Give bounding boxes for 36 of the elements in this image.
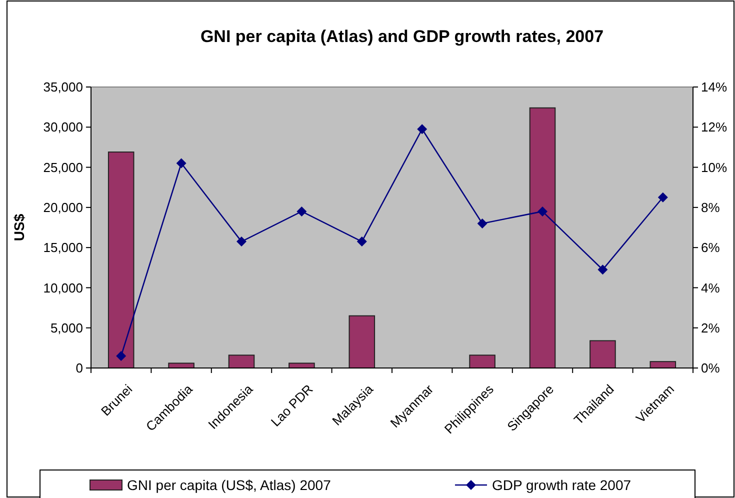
y2-tick-label: 2%	[701, 320, 720, 336]
y-tick-label: 0	[76, 360, 83, 376]
y-axis-title: US$	[11, 214, 27, 242]
y-tick-label: 20,000	[43, 200, 83, 215]
point	[658, 192, 668, 202]
point	[236, 236, 246, 247]
y-tick-label: 15,000	[43, 240, 83, 256]
bar	[228, 354, 255, 368]
bar	[108, 152, 134, 368]
y2-tick-label: 8%	[701, 200, 720, 215]
point	[296, 206, 307, 216]
y2-tick-label: 12%	[701, 120, 728, 135]
bar	[348, 315, 376, 368]
chart-title: GNI per capita (Atlas) and GDP growth rates, 2007	[200, 27, 604, 46]
point	[176, 158, 186, 168]
point	[417, 124, 428, 134]
y2-tick-label: 6%	[701, 240, 720, 256]
point	[116, 350, 126, 361]
bar	[590, 340, 616, 368]
y-tick-label: 10,000	[43, 280, 83, 296]
point	[598, 264, 608, 275]
point	[356, 236, 367, 247]
y2-tick-label: 10%	[701, 160, 728, 175]
y-tick-label: 30,000	[43, 120, 83, 135]
bar	[469, 354, 496, 368]
y-tick-label: 5,000	[50, 320, 83, 336]
y-tick-label: 25,000	[43, 160, 83, 175]
point	[477, 218, 488, 228]
legend-label: GNI per capita (US$, Atlas) 2007	[127, 476, 332, 493]
y2-tick-label: 14%	[701, 80, 728, 95]
y-tick-label: 35,000	[43, 80, 83, 95]
bar	[529, 107, 556, 368]
y2-tick-label: 4%	[701, 280, 720, 296]
y2-tick-label: 0%	[701, 360, 720, 376]
legend-label: GDP growth rate 2007	[492, 476, 632, 493]
point	[538, 206, 548, 216]
